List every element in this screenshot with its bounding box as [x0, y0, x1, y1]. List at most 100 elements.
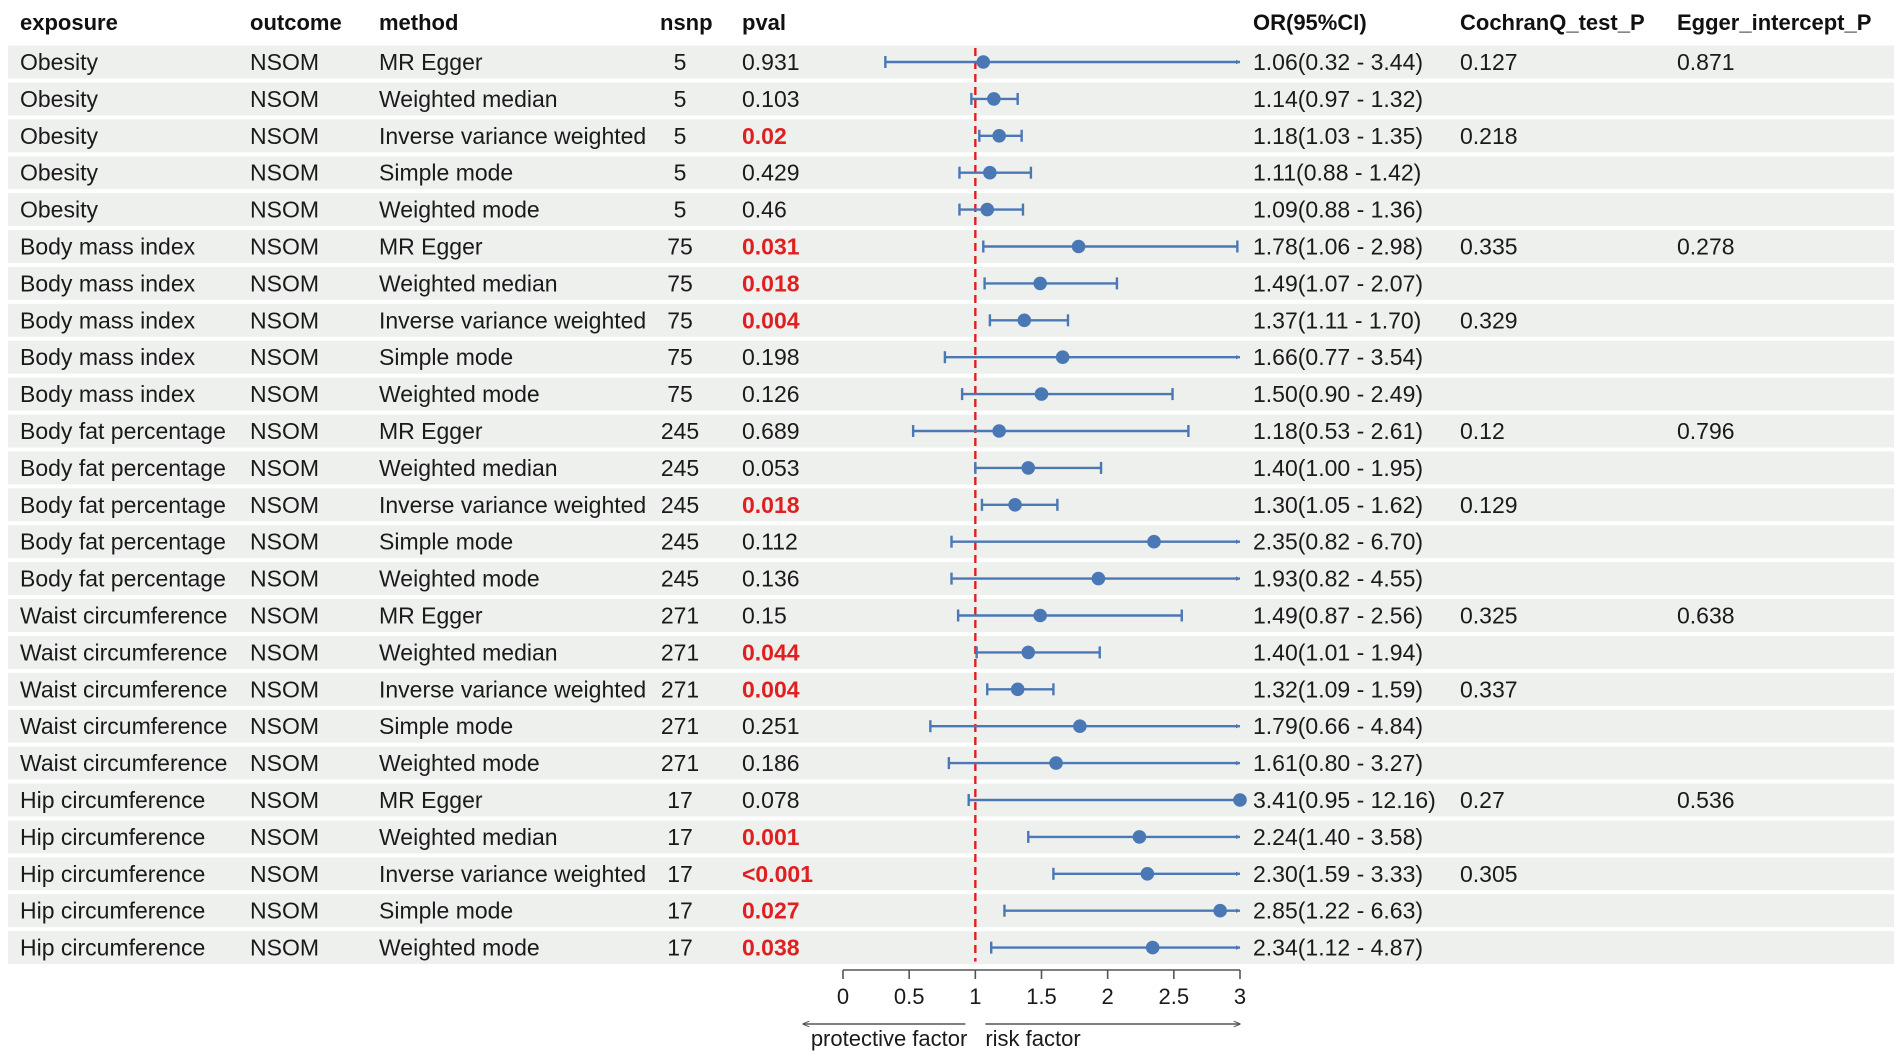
cell-or-ci: 1.18(0.53 - 2.61) [1253, 418, 1423, 444]
row-stripe [8, 451, 1894, 485]
cell-pval: 0.186 [742, 750, 800, 776]
cell-nsnp: 271 [661, 676, 699, 702]
point-estimate [1021, 461, 1036, 475]
cell-outcome: NSOM [250, 676, 319, 702]
cell-method: Weighted median [379, 455, 558, 481]
cell-or-ci: 1.14(0.97 - 1.32) [1253, 86, 1423, 112]
cell-pval: 0.044 [742, 639, 800, 665]
table-body: Obesity NSOM MR Egger 5 0.931 1.06(0.32 - 3.4… [20, 49, 1735, 961]
cell-method: MR Egger [379, 418, 483, 444]
row-stripe [8, 783, 1894, 817]
header-cochranq: CochranQ_test_P [1460, 10, 1645, 35]
cell-pval: 0.251 [742, 713, 800, 739]
cell-or-ci: 1.40(1.01 - 1.94) [1253, 639, 1423, 665]
cell-nsnp: 245 [661, 492, 699, 518]
cell-or-ci: 3.41(0.95 - 12.16) [1253, 787, 1436, 813]
cell-exposure: Hip circumference [20, 898, 205, 924]
cell-exposure: Hip circumference [20, 861, 205, 887]
cell-or-ci: 1.40(1.00 - 1.95) [1253, 455, 1423, 481]
cell-nsnp: 271 [661, 603, 699, 629]
point-estimate [1091, 571, 1106, 586]
cell-pval: 0.46 [742, 197, 787, 223]
cell-cochranq: 0.335 [1460, 234, 1518, 260]
cell-outcome: NSOM [250, 381, 319, 407]
cell-exposure: Body mass index [20, 234, 196, 260]
cell-or-ci: 1.78(1.06 - 2.98) [1253, 234, 1423, 260]
cell-pval: 0.931 [742, 49, 800, 75]
cell-nsnp: 17 [667, 935, 693, 961]
cell-method: Inverse variance weighted [379, 861, 646, 887]
x-tick-label: 1.5 [1026, 984, 1057, 1009]
cell-exposure: Obesity [20, 86, 98, 112]
header-method: method [379, 10, 458, 35]
point-estimate [1055, 350, 1070, 365]
point-estimate [1213, 903, 1227, 918]
cell-pval: 0.053 [742, 455, 800, 481]
cell-nsnp: 5 [674, 160, 687, 186]
cell-or-ci: 1.79(0.66 - 4.84) [1253, 713, 1423, 739]
cell-method: Weighted median [379, 639, 558, 665]
cell-or-ci: 1.37(1.11 - 1.70) [1253, 307, 1421, 333]
cell-egger-intercept: 0.278 [1677, 234, 1735, 260]
header-exposure: exposure [20, 10, 118, 35]
cell-method: MR Egger [379, 787, 483, 813]
point-estimate [983, 165, 997, 180]
cell-nsnp: 75 [667, 381, 693, 407]
point-estimate [980, 202, 995, 217]
cell-method: Weighted mode [379, 750, 540, 776]
cell-pval: 0.126 [742, 381, 800, 407]
cell-nsnp: 5 [674, 86, 687, 112]
cell-cochranq: 0.325 [1460, 603, 1518, 629]
row-stripe [8, 82, 1894, 116]
row-stripe [8, 230, 1894, 263]
x-tick-label: 0.5 [894, 984, 925, 1009]
cell-outcome: NSOM [250, 418, 319, 444]
cell-pval: 0.198 [742, 344, 800, 370]
row-stripe [8, 377, 1894, 411]
cell-outcome: NSOM [250, 86, 319, 112]
cell-exposure: Hip circumference [20, 824, 205, 850]
header-egger-intercept: Egger_intercept_P [1677, 10, 1871, 35]
x-tick-label: 2.5 [1159, 984, 1190, 1009]
cell-outcome: NSOM [250, 529, 319, 555]
cell-exposure: Waist circumference [20, 603, 227, 629]
cell-method: Weighted mode [379, 566, 540, 592]
cell-nsnp: 245 [661, 529, 699, 555]
header-pval: pval [742, 10, 786, 35]
cell-or-ci: 2.30(1.59 - 3.33) [1253, 861, 1423, 887]
cell-nsnp: 5 [674, 197, 687, 223]
cell-pval: 0.103 [742, 86, 800, 112]
point-estimate [976, 55, 991, 69]
point-estimate [1071, 239, 1086, 254]
cell-outcome: NSOM [250, 344, 319, 370]
point-estimate [1033, 276, 1047, 291]
cell-or-ci: 2.35(0.82 - 6.70) [1253, 529, 1423, 555]
cell-or-ci: 1.49(1.07 - 2.07) [1253, 270, 1423, 296]
cell-or-ci: 1.66(0.77 - 3.54) [1253, 344, 1423, 370]
estimates [884, 55, 1247, 955]
point-estimate [992, 424, 1006, 438]
cell-pval: 0.031 [742, 234, 800, 260]
cell-method: Simple mode [379, 529, 513, 555]
cell-cochranq: 0.129 [1460, 492, 1518, 518]
cell-exposure: Body fat percentage [20, 529, 226, 555]
cell-nsnp: 75 [667, 270, 693, 296]
cell-nsnp: 17 [667, 787, 693, 813]
protective-factor-label: protective factor [811, 1026, 968, 1051]
x-tick-label: 2 [1102, 984, 1114, 1009]
cell-exposure: Waist circumference [20, 713, 227, 739]
cell-or-ci: 1.09(0.88 - 1.36) [1253, 197, 1423, 223]
cell-or-ci: 1.50(0.90 - 2.49) [1253, 381, 1423, 407]
row-stripe [8, 672, 1894, 706]
cell-exposure: Body mass index [20, 381, 196, 407]
cell-pval: 0.02 [742, 123, 787, 149]
cell-exposure: Obesity [20, 197, 98, 223]
cell-method: Weighted mode [379, 935, 540, 961]
cell-nsnp: 17 [667, 824, 693, 850]
cell-method: Weighted median [379, 270, 558, 296]
point-estimate [1017, 313, 1032, 328]
cell-outcome: NSOM [250, 787, 319, 813]
cell-method: Weighted median [379, 86, 558, 112]
cell-method: Inverse variance weighted [379, 492, 646, 518]
cell-or-ci: 2.34(1.12 - 4.87) [1253, 935, 1423, 961]
